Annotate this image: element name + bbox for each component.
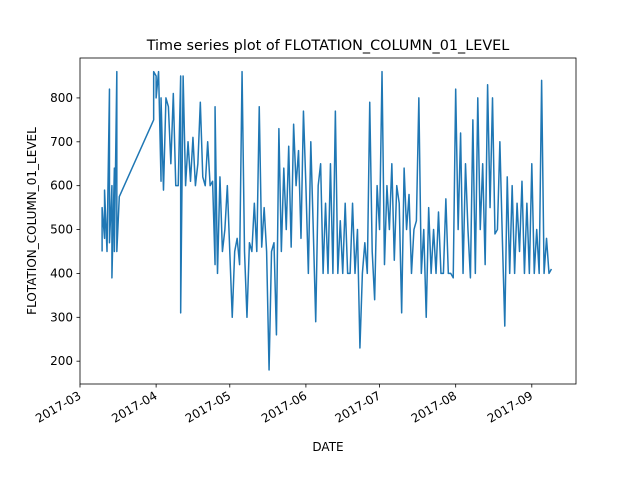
y-tick-label: 800 [50,91,73,105]
data-line [101,70,553,371]
y-tick-label: 300 [50,310,73,324]
y-tick-label: 500 [50,223,73,237]
y-axis-label: FLOTATION_COLUMN_01_LEVEL [25,127,39,315]
y-tick-label: 400 [50,266,73,280]
y-tick-label: 600 [50,179,73,193]
y-tick-label: 700 [50,135,73,149]
plot-frame [79,57,577,385]
y-tick-label: 200 [50,354,73,368]
x-axis-label: DATE [312,440,343,454]
chart-title: Time series plot of FLOTATION_COLUMN_01_… [146,38,510,54]
